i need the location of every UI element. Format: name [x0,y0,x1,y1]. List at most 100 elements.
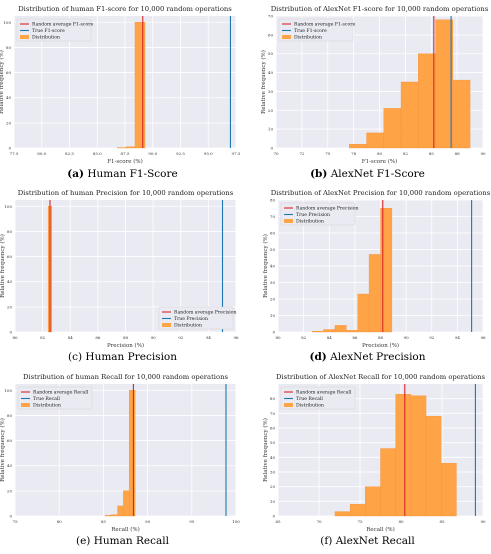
caption-text: Human F1-Score [87,168,177,180]
x-tick-label: 80 [12,335,18,340]
x-axis-label: F1-score (%) [362,158,398,165]
legend-swatch [21,403,30,407]
x-tick-label: 70 [273,151,279,156]
x-tick-label: 88 [123,335,129,340]
caption-label: (f) [320,535,332,547]
caption-label: (c) [68,351,82,363]
histogram-bar [365,487,380,516]
legend-entry: Distribution [32,35,60,41]
x-axis-label: Precision (%) [107,342,144,349]
x-tick-label: 84 [327,335,333,340]
x-tick-label: 78 [351,151,357,156]
y-tick-label: 20 [268,108,274,113]
x-tick-label: 92.5 [176,151,185,156]
legend-swatch [284,219,293,223]
legend-swatch [282,35,291,39]
y-axis-label: Relative frequency (%) [260,50,267,114]
y-tick-label: 100 [3,20,11,25]
x-tick-label: 85 [439,519,445,524]
y-axis-label: Relative frequency (%) [0,418,6,482]
histogram-bar [335,325,346,332]
histogram-bar [381,449,396,516]
legend-swatch [162,323,171,327]
caption-f: (f) AlexNet Recall [245,535,490,547]
histogram-bar [436,20,453,148]
chart-title: Distribution of AlexNet F1-score for 10,… [271,5,489,13]
y-tick-label: 0 [9,514,12,519]
histogram-bar [346,330,357,332]
y-tick-label: 40 [270,264,276,269]
x-tick-label: 94 [455,335,461,340]
x-tick-label: 94 [206,335,212,340]
y-tick-label: 20 [270,297,276,302]
legend-entry: Random average Recall [33,390,89,396]
legend-entry: Distribution [296,219,324,225]
histogram-bar [401,82,418,148]
y-tick-label: 20 [7,488,13,493]
y-tick-label: 30 [270,470,276,475]
y-tick-label: 40 [270,455,276,460]
legend-entry: Distribution [296,403,324,409]
y-tick-label: 70 [270,214,276,219]
y-tick-label: 30 [270,280,276,285]
y-tick-label: 40 [6,95,12,100]
x-tick-label: 77.5 [10,151,19,156]
y-tick-label: 0 [272,514,275,519]
y-tick-label: 20 [270,484,276,489]
legend-swatch [20,35,29,39]
x-tick-label: 95 [189,519,195,524]
caption-label: (d) [309,351,326,363]
caption-text: AlexNet F1-Score [331,168,425,180]
chart-title: Distribution of AlexNet Recall for 10,00… [276,373,485,381]
histogram-bar [369,254,380,332]
x-tick-label: 85.0 [93,151,102,156]
legend-entry: True Recall [296,396,323,402]
x-tick-label: 95.0 [204,151,213,156]
y-tick-label: 40 [268,70,274,75]
y-tick-label: 60 [268,32,274,37]
histogram-bar [396,394,411,516]
x-tick-label: 82 [403,151,409,156]
legend-entry: Random average F1-score [294,22,355,28]
y-tick-label: 50 [270,440,276,445]
x-tick-label: 75 [357,519,363,524]
histogram-bar [135,22,145,148]
histogram-bar [358,294,369,332]
y-tick-label: 30 [268,89,274,94]
x-tick-label: 96 [480,335,486,340]
caption-c: (c) Human Precision [0,351,245,363]
x-tick-label: 90 [145,519,151,524]
x-tick-label: 90 [151,335,157,340]
y-tick-label: 80 [6,45,12,50]
histogram-bar [118,506,124,516]
y-axis-label: Relative frequency (%) [262,234,269,298]
y-tick-label: 80 [270,396,276,401]
legend-entry: Distribution [33,403,61,409]
y-tick-label: 40 [7,279,13,284]
x-tick-label: 84 [68,335,74,340]
chart-title: Distribution of AlexNet Precision for 10… [271,189,491,197]
x-tick-label: 85 [101,519,107,524]
y-tick-label: 20 [6,120,12,125]
histogram-bar [105,515,111,516]
legend-entry: Distribution [174,323,202,329]
x-axis-label: Precision (%) [362,342,399,349]
x-tick-label: 70 [316,519,322,524]
histogram-bar [441,463,456,516]
y-tick-label: 100 [4,388,12,393]
x-axis-label: Recall (%) [366,526,395,533]
legend-entry: Random average Precision [174,310,237,316]
y-tick-label: 0 [8,146,11,151]
x-axis-label: Recall (%) [111,526,140,533]
histogram-bar [335,512,350,516]
y-tick-label: 50 [270,247,276,252]
legend-entry: True F1-score [294,28,327,34]
